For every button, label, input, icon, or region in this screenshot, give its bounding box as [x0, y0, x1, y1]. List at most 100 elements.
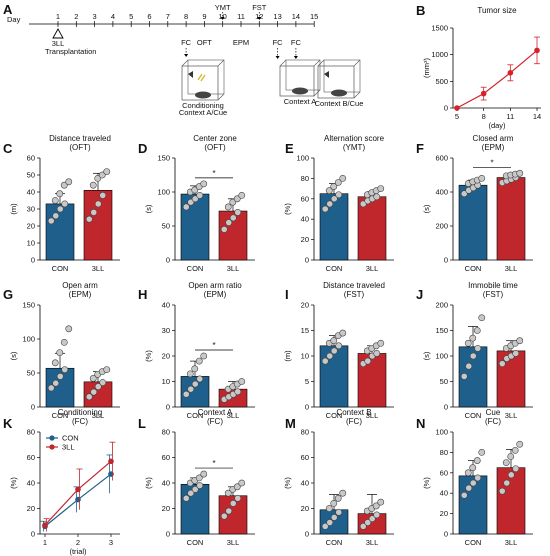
- data-point: [330, 183, 338, 190]
- data-point: [465, 362, 473, 370]
- y-tick-label: 15: [301, 326, 309, 335]
- data-point: [56, 372, 64, 380]
- chart-subtitle: (YMT): [343, 143, 366, 152]
- bar-con: [319, 345, 349, 408]
- box-edge: [279, 59, 287, 67]
- chart-panel-B: B Tumor size 0 500 1000 1500 (mm³) 5 8 11 14 (day): [416, 3, 541, 130]
- data-point: [516, 440, 524, 448]
- data-point: [233, 483, 241, 491]
- mouse-icon: [292, 87, 308, 95]
- chart-subtitle: (FST): [483, 290, 504, 299]
- speaker-icon: [324, 71, 329, 78]
- data-point: [182, 203, 190, 211]
- y-tick-label: 60: [301, 453, 309, 462]
- data-point: [234, 208, 242, 216]
- data-point: [469, 334, 477, 342]
- data-point: [478, 314, 486, 322]
- y-axis-label: (s): [422, 351, 431, 360]
- data-point: [191, 365, 199, 373]
- y-axis-label: (mm³): [422, 58, 431, 78]
- y-axis-label: (%): [9, 477, 18, 489]
- data-point: [511, 446, 519, 454]
- chart-title: Open arm: [62, 281, 98, 290]
- significance-star: *: [212, 459, 215, 468]
- chart-title: Distance traveled: [49, 134, 111, 143]
- data-point: [238, 479, 246, 487]
- y-tick-label: 40: [301, 479, 309, 488]
- data-point: [200, 180, 208, 188]
- y-tick-label: 20: [301, 504, 309, 513]
- data-point: [335, 191, 343, 199]
- series-line-tumor: [456, 49, 538, 109]
- data-point: [89, 181, 97, 189]
- x-tick-label: 3LL: [505, 411, 518, 420]
- data-point: [61, 200, 69, 208]
- y-tick-label: 5: [305, 377, 309, 386]
- panel-label-B: B: [416, 3, 425, 18]
- data-point: [51, 359, 59, 367]
- data-point: [335, 508, 343, 516]
- data-point: [238, 191, 246, 199]
- data-point: [94, 200, 102, 208]
- y-tick-label: 20: [27, 222, 35, 231]
- data-point: [377, 185, 385, 192]
- data-point: [464, 339, 472, 347]
- data-point: [373, 350, 381, 357]
- y-axis-label: (%): [283, 203, 292, 215]
- bar-3ll: [496, 467, 526, 535]
- chart-subtitle: (FC): [485, 417, 501, 426]
- box-front: [181, 65, 219, 101]
- chart-panel-G: G Open arm(EPM) 0 50 100 150 (s) CON 3LL: [3, 281, 120, 420]
- data-point: [469, 479, 477, 487]
- y-tick-label: 80: [301, 174, 309, 183]
- data-point: [473, 457, 481, 464]
- data-point: [75, 486, 81, 493]
- data-point: [464, 469, 472, 477]
- timeline-day-5: 5: [129, 12, 133, 21]
- data-point: [474, 344, 482, 352]
- panel-label-E: E: [285, 141, 294, 156]
- y-tick-label: 60: [27, 453, 35, 462]
- panel-label-G: G: [3, 287, 13, 302]
- data-point: [195, 357, 203, 365]
- y-axis-label: (s): [9, 351, 18, 360]
- y-tick-label: 60: [440, 468, 448, 477]
- chart-subtitle: (FC): [346, 417, 362, 426]
- chart-subtitle: (OFT): [69, 143, 91, 152]
- data-point: [460, 491, 468, 499]
- data-point: [507, 453, 515, 460]
- data-point: [503, 479, 511, 487]
- apparatus-box-icon: [317, 59, 361, 99]
- arrow-head-icon: [220, 17, 225, 20]
- box-edge: [317, 59, 325, 67]
- chart-subtitle: (FC): [207, 417, 223, 426]
- data-point: [330, 499, 338, 507]
- data-point: [507, 70, 514, 76]
- y-tick-label: 20: [162, 504, 170, 513]
- timeline-test-FC: FC: [291, 38, 302, 47]
- y-tick-label: 100: [296, 154, 309, 163]
- x-axis-label: (trial): [69, 547, 87, 556]
- shock-icon: [197, 73, 206, 82]
- data-point: [507, 471, 515, 479]
- x-tick-label: 3: [109, 538, 113, 547]
- data-point: [191, 485, 199, 493]
- box-edge: [181, 59, 189, 67]
- legend-marker: [49, 435, 55, 441]
- data-point: [200, 352, 208, 360]
- y-tick-label: 20: [301, 301, 309, 310]
- data-point: [373, 511, 381, 519]
- panel-label-L: L: [138, 416, 146, 431]
- chart-panel-H: H Open arm ratio(EPM) 0 10 20 30 40 (%) CON 3LL *: [138, 281, 255, 420]
- panel-label-H: H: [138, 287, 147, 302]
- data-point: [534, 47, 540, 54]
- data-point: [473, 327, 481, 334]
- timeline-day-14: 14: [292, 12, 300, 21]
- y-tick-label: 20: [162, 352, 170, 361]
- bar-3ll: [357, 196, 387, 261]
- panel-label-N: N: [416, 416, 425, 431]
- box-edge: [353, 91, 361, 99]
- significance-star: *: [212, 341, 215, 350]
- data-point: [90, 388, 98, 396]
